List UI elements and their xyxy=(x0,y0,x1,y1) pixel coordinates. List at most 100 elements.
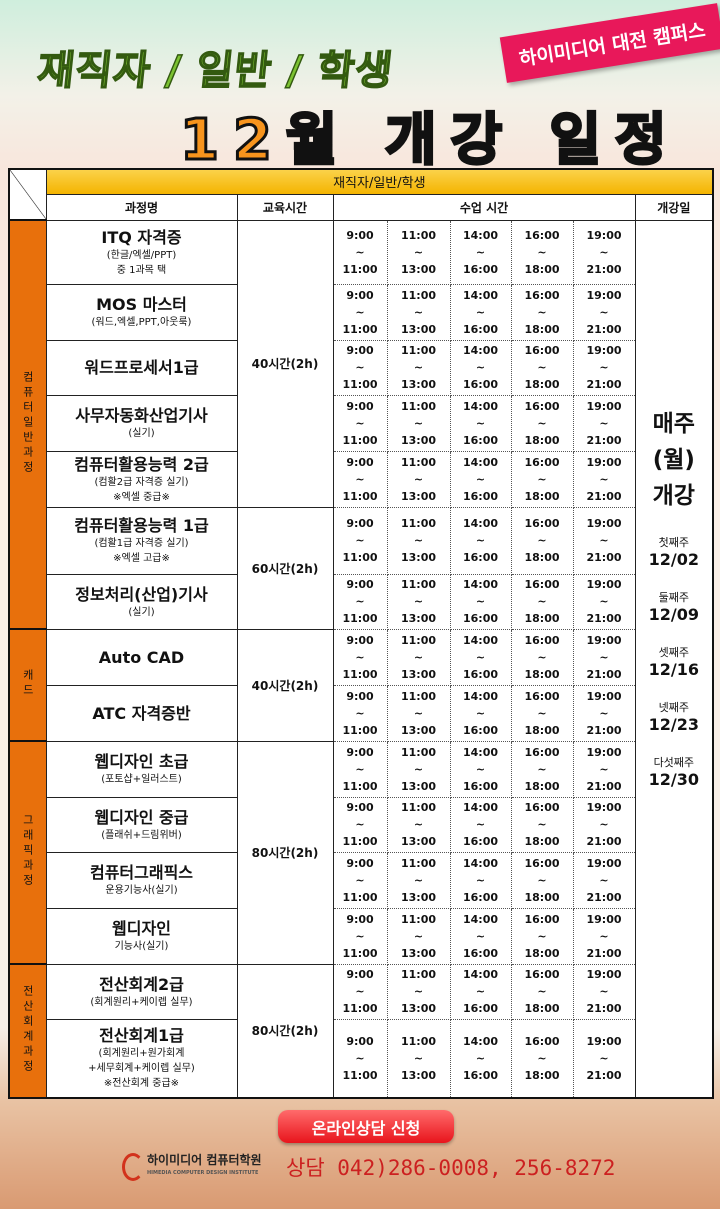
course-desc: ※엑셀 고급※ xyxy=(113,553,170,564)
time-start: 19:00 xyxy=(586,1034,622,1048)
time-start: 9:00 xyxy=(346,228,374,242)
time-end: 16:00 xyxy=(462,612,498,625)
time-slot: 11:00 ~13:00 xyxy=(386,506,451,575)
time-slot: 14:00 ~16:00 xyxy=(449,339,512,396)
course-cell: 컴퓨터활용능력 2급 (컴활2급 자격증 실기) ※엑셀 중급※ xyxy=(45,450,238,508)
time-sep: ~ xyxy=(355,416,365,430)
time-slot: 14:00 ~16:00 xyxy=(449,684,512,742)
time-start: 9:00 xyxy=(346,578,374,591)
week-label: 첫째주 xyxy=(658,535,689,549)
time-start: 16:00 xyxy=(524,288,560,302)
time-start: 16:00 xyxy=(524,1034,560,1048)
time-slot: 16:00 ~18:00 xyxy=(510,963,574,1020)
time-start: 16:00 xyxy=(524,455,560,469)
time-start: 16:00 xyxy=(524,968,560,981)
time-end: 11:00 xyxy=(342,723,378,737)
time-slot: 11:00 ~13:00 xyxy=(386,394,451,452)
time-sep: ~ xyxy=(355,650,365,664)
time-sep: ~ xyxy=(599,305,609,319)
time-sep: ~ xyxy=(413,595,424,608)
time-slot: 16:00 ~18:00 xyxy=(510,740,574,798)
time-sep: ~ xyxy=(599,706,609,720)
time-end: 16:00 xyxy=(462,723,498,737)
course-name: 워드프로세서1급 xyxy=(84,358,199,377)
time-slot: 19:00 ~21:00 xyxy=(572,796,636,853)
time-start: 14:00 xyxy=(462,801,498,814)
time-slot: 16:00 ~18:00 xyxy=(510,573,574,630)
time-sep: ~ xyxy=(537,534,547,547)
time-end: 11:00 xyxy=(342,551,378,564)
course-row: ATC 자격증반 9:00 ~11:00 11:00 ~13:00 14:00 ~16:00… xyxy=(9,684,713,742)
week-label: 다섯째주 xyxy=(653,755,695,769)
time-slot: 16:00 ~18:00 xyxy=(510,796,574,853)
time-start: 9:00 xyxy=(346,344,374,357)
time-start: 14:00 xyxy=(462,1034,498,1048)
time-end: 18:00 xyxy=(524,1068,560,1082)
course-desc: (포토샵+일러스트) xyxy=(101,774,182,785)
hours-cell: 80시간(2h) xyxy=(236,740,334,965)
time-end: 21:00 xyxy=(586,1002,622,1015)
time-slot: 19:00 ~21:00 xyxy=(572,628,636,686)
week-date: 12/02 xyxy=(648,549,699,569)
time-slot: 14:00 ~16:00 xyxy=(449,796,512,853)
time-end: 21:00 xyxy=(586,489,622,503)
time-start: 9:00 xyxy=(346,689,374,703)
time-slot: 16:00 ~18:00 xyxy=(510,907,574,965)
time-end: 18:00 xyxy=(524,322,560,336)
time-end: 11:00 xyxy=(342,262,378,276)
phone-number: 상담 042)286-0008, 256-8272 xyxy=(286,1156,616,1180)
course-name: 컴퓨터활용능력 1급 xyxy=(74,516,209,535)
time-slot: 11:00 ~13:00 xyxy=(386,740,451,798)
time-start: 16:00 xyxy=(524,689,560,703)
time-end: 13:00 xyxy=(400,835,436,848)
time-start: 19:00 xyxy=(586,968,622,981)
time-start: 11:00 xyxy=(400,968,436,981)
time-sep: ~ xyxy=(413,650,424,664)
time-end: 11:00 xyxy=(342,378,378,391)
time-slot: 19:00 ~21:00 xyxy=(572,506,636,575)
online-consult-button[interactable]: 온라인상담 신청 xyxy=(278,1110,454,1143)
course-desc: 중 1과목 택 xyxy=(116,264,167,276)
time-slot: 14:00 ~16:00 xyxy=(449,628,512,686)
course-cell: 웹디자인 중급 (플래쉬+드림위버) xyxy=(45,796,238,853)
time-sep: ~ xyxy=(355,305,365,319)
time-start: 19:00 xyxy=(586,517,622,530)
time-start: 19:00 xyxy=(586,228,622,242)
course-desc: (실기) xyxy=(128,428,155,439)
academy-logo: 하이미디어 컴퓨터학원 HIMEDIA COMPUTER DESIGN INST… xyxy=(122,1153,262,1181)
time-start: 14:00 xyxy=(462,228,498,242)
time-end: 11:00 xyxy=(342,489,378,503)
time-slot: 19:00 ~21:00 xyxy=(572,283,636,341)
time-start: 16:00 xyxy=(524,517,560,530)
time-start: 9:00 xyxy=(346,517,374,530)
time-end: 16:00 xyxy=(462,378,498,391)
time-start: 14:00 xyxy=(462,689,498,703)
time-sep: ~ xyxy=(537,762,547,776)
logo-sub: HIMEDIA COMPUTER DESIGN INSTITUTE xyxy=(147,1170,259,1176)
time-sep: ~ xyxy=(475,1051,486,1065)
time-start: 19:00 xyxy=(586,633,622,647)
open-start: 개강 xyxy=(652,482,695,509)
time-end: 11:00 xyxy=(342,890,378,904)
time-end: 21:00 xyxy=(586,262,622,276)
time-slot: 9:00 ~11:00 xyxy=(332,684,388,742)
course-desc: (회계원리+케이렙 실무) xyxy=(90,996,193,1008)
hours-cell: 60시간(2h) xyxy=(236,506,334,630)
time-sep: ~ xyxy=(355,534,365,547)
time-sep: ~ xyxy=(599,873,609,887)
time-start: 14:00 xyxy=(462,856,498,870)
time-sep: ~ xyxy=(413,245,424,259)
time-end: 11:00 xyxy=(342,779,378,793)
course-desc: ※엑셀 중급※ xyxy=(113,491,170,503)
time-slot: 16:00 ~18:00 xyxy=(510,450,574,508)
time-slot: 16:00 ~18:00 xyxy=(510,394,574,452)
corner-cell xyxy=(8,168,47,221)
time-slot: 9:00 ~11:00 xyxy=(332,907,388,965)
course-name: 전산회계1급 xyxy=(99,1026,184,1046)
time-start: 19:00 xyxy=(586,344,622,357)
open-date-cell: 매주 (월) 개강 첫째주 12/02 둘째주 12/09 셋째주 12/16 넷째주 12/2… xyxy=(634,219,714,1099)
course-cell: MOS 마스터 (워드,엑셀,PPT,아웃룩) xyxy=(45,283,238,341)
time-end: 13:00 xyxy=(400,612,436,625)
category-cell: 전산회계과정 xyxy=(8,963,47,1099)
course-name: 정보처리(산업)기사 xyxy=(75,584,208,604)
